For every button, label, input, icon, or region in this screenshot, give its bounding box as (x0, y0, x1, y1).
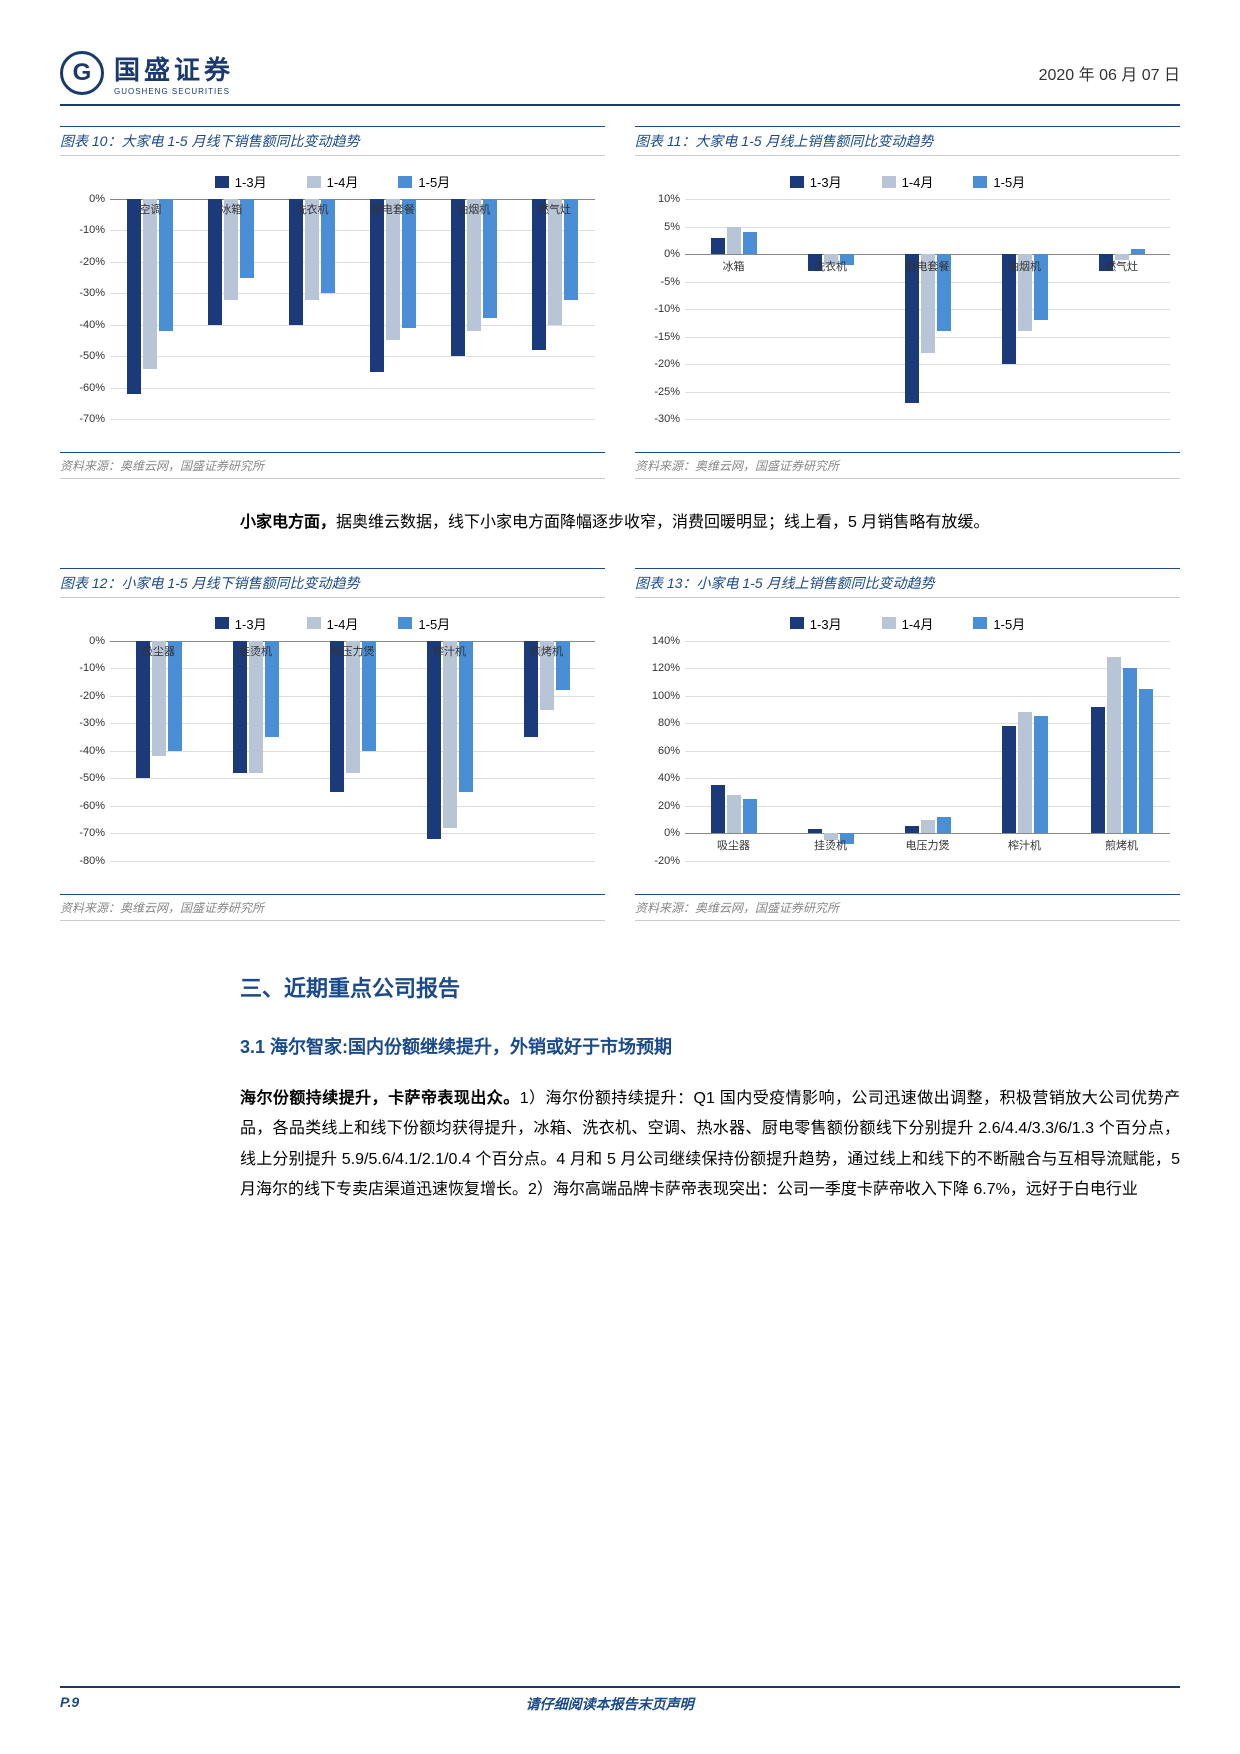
bar-group: 洗衣机 (272, 199, 353, 419)
chart-12-title: 图表 12：小家电 1-5 月线下销售额同比变动趋势 (60, 568, 605, 598)
chart-13-title: 图表 13：小家电 1-5 月线上销售额同比变动趋势 (635, 568, 1180, 598)
bar-group: 榨汁机 (976, 641, 1073, 861)
chart-11-source: 资料来源：奥维云网，国盛证券研究所 (635, 452, 1180, 479)
chart-legend: 1-3月1-4月1-5月 (60, 164, 605, 199)
bar-group: 燃气灶 (1073, 199, 1170, 419)
bar-group: 油烟机 (433, 199, 514, 419)
paragraph-1: 小家电方面，据奥维云数据，线下小家电方面降幅逐步收窄，消费回暖明显；线上看，5 … (240, 509, 1180, 538)
bar-group: 吸尘器 (685, 641, 782, 861)
section-heading-3-1: 3.1 海尔智家:国内份额继续提升，外销或好于市场预期 (240, 1033, 1180, 1059)
bar-group: 电压力煲 (304, 641, 401, 861)
company-name-cn: 国盛证券 (114, 50, 234, 87)
chart-13-source: 资料来源：奥维云网，国盛证券研究所 (635, 894, 1180, 921)
company-name-en: GUOSHENG SECURITIES (114, 87, 234, 96)
chart-10-title: 图表 10：大家电 1-5 月线下销售额同比变动趋势 (60, 126, 605, 156)
bar-group: 油烟机 (976, 199, 1073, 419)
logo: G 国盛证券 GUOSHENG SECURITIES (60, 50, 234, 96)
chart-legend: 1-3月1-4月1-5月 (635, 606, 1180, 641)
bar-group: 挂烫机 (782, 641, 879, 861)
chart-13: 图表 13：小家电 1-5 月线上销售额同比变动趋势 1-3月1-4月1-5月1… (635, 568, 1180, 921)
bar-group: 厨电套餐 (352, 199, 433, 419)
bar-group: 煎烤机 (1073, 641, 1170, 861)
footer-note: 请仔细阅读本报告末页声明 (526, 1694, 694, 1714)
page-footer: P.9 请仔细阅读本报告末页声明 (60, 1686, 1180, 1714)
bar-group: 榨汁机 (401, 641, 498, 861)
logo-icon: G (60, 51, 104, 95)
bar-group: 厨电套餐 (879, 199, 976, 419)
bar-group: 电压力煲 (879, 641, 976, 861)
chart-10: 图表 10：大家电 1-5 月线下销售额同比变动趋势 1-3月1-4月1-5月0… (60, 126, 605, 479)
chart-10-source: 资料来源：奥维云网，国盛证券研究所 (60, 452, 605, 479)
report-date: 2020 年 06 月 07 日 (1039, 61, 1180, 85)
bar-group: 煎烤机 (498, 641, 595, 861)
chart-12-source: 资料来源：奥维云网，国盛证券研究所 (60, 894, 605, 921)
page-number: P.9 (60, 1694, 79, 1714)
bar-group: 空调 (110, 199, 191, 419)
bar-group: 洗衣机 (782, 199, 879, 419)
section-heading-3: 三、近期重点公司报告 (240, 971, 1180, 1003)
bar-group: 挂烫机 (207, 641, 304, 861)
chart-legend: 1-3月1-4月1-5月 (60, 606, 605, 641)
chart-11: 图表 11：大家电 1-5 月线上销售额同比变动趋势 1-3月1-4月1-5月1… (635, 126, 1180, 479)
bar-group: 燃气灶 (514, 199, 595, 419)
paragraph-2: 海尔份额持续提升，卡萨帝表现出众。1）海尔份额持续提升：Q1 国内受疫情影响，公… (240, 1084, 1180, 1206)
chart-12: 图表 12：小家电 1-5 月线下销售额同比变动趋势 1-3月1-4月1-5月0… (60, 568, 605, 921)
bar-group: 冰箱 (191, 199, 272, 419)
page-header: G 国盛证券 GUOSHENG SECURITIES 2020 年 06 月 0… (60, 50, 1180, 106)
chart-legend: 1-3月1-4月1-5月 (635, 164, 1180, 199)
bar-group: 冰箱 (685, 199, 782, 419)
chart-11-title: 图表 11：大家电 1-5 月线上销售额同比变动趋势 (635, 126, 1180, 156)
bar-group: 吸尘器 (110, 641, 207, 861)
